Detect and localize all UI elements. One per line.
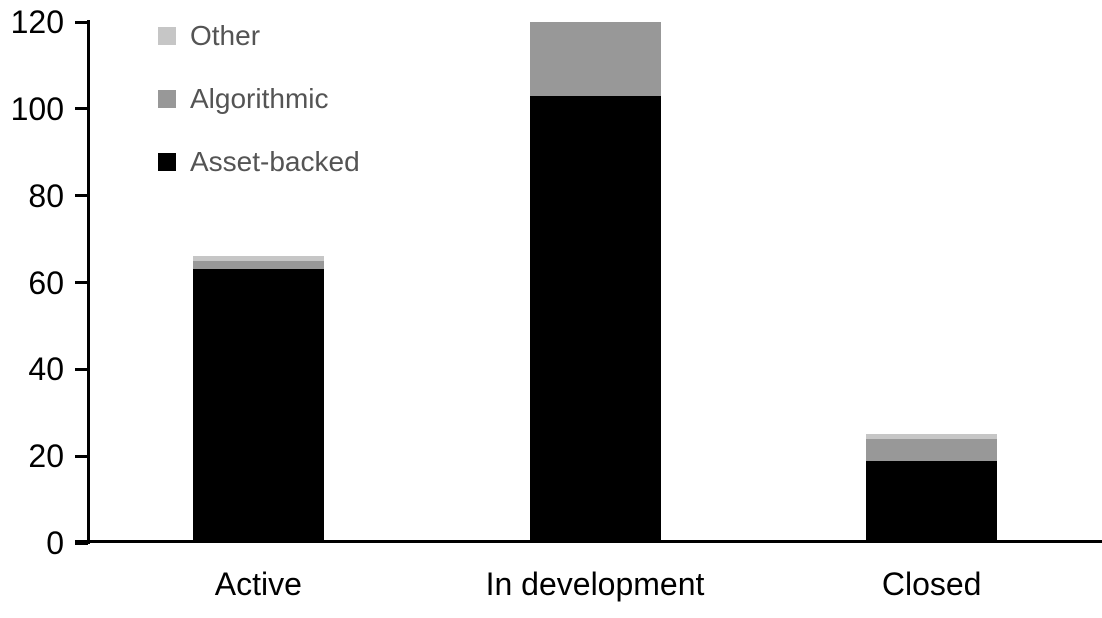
y-tick-mark (75, 281, 88, 284)
bar-segment-algorithmic (192, 260, 324, 270)
y-tick-label: 80 (28, 177, 64, 214)
y-tick-mark (75, 20, 88, 24)
y-tick-label: 100 (10, 90, 64, 127)
y-tick-mark (75, 107, 88, 111)
bar-segment-algorithmic (529, 22, 661, 96)
bar-segment-asset-backed (529, 95, 661, 543)
y-tick-label: 20 (28, 438, 64, 475)
bar-segment-algorithmic (866, 438, 998, 461)
legend-swatch-algorithmic (158, 89, 176, 108)
y-tick-mark (75, 454, 88, 458)
bar-segment-asset-backed (866, 460, 998, 543)
bar-segment-other (192, 256, 324, 261)
legend-item-label: Asset-backed (190, 145, 360, 177)
y-tick-mark (75, 541, 88, 545)
y-tick-label: 60 (28, 264, 64, 301)
legend-item-label: Algorithmic (190, 82, 329, 114)
y-tick-label: 40 (28, 351, 64, 388)
bar-segment-other (866, 434, 998, 439)
y-axis-line (87, 20, 90, 544)
bar-segment-asset-backed (192, 269, 324, 543)
x-category-label: Active (214, 566, 302, 602)
legend-item: Algorithmic (158, 84, 360, 112)
legend-swatch-other (158, 26, 176, 45)
y-tick-label: 0 (46, 525, 64, 561)
legend-item-label: Other (190, 19, 261, 51)
legend-swatch-asset-backed (158, 152, 176, 171)
x-category-label: Closed (881, 566, 982, 602)
legend-item: Asset-backed (158, 147, 360, 175)
y-tick-mark (75, 367, 88, 371)
chart-legend: Other Algorithmic Asset-backed (158, 21, 360, 175)
y-tick-mark (75, 194, 88, 198)
y-tick-label: 120 (10, 4, 64, 40)
x-category-label: In development (485, 566, 705, 602)
legend-item: Other (158, 21, 360, 49)
